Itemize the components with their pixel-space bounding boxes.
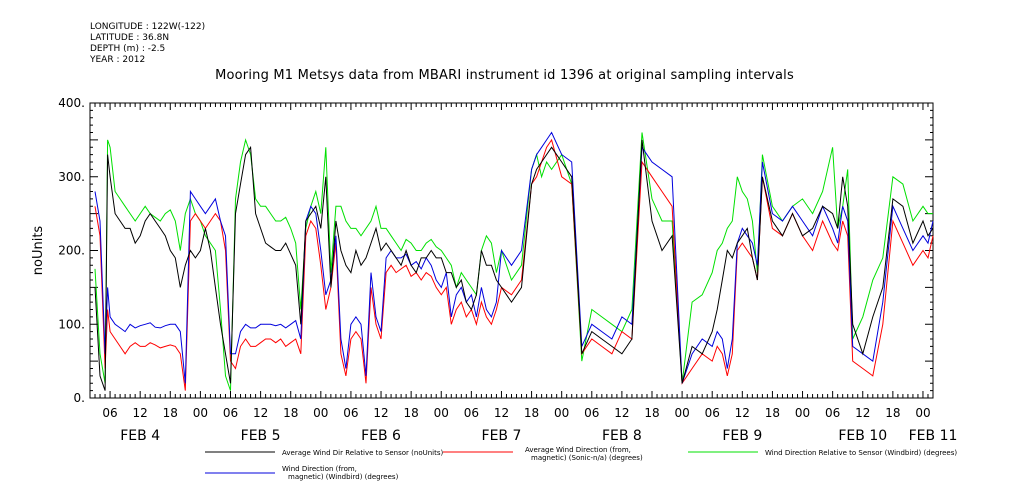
x-tick-label: 00: [193, 406, 208, 420]
x-tick-label: 06: [464, 406, 479, 420]
x-tick-label: 12: [735, 406, 750, 420]
legend-label: Wind Direction Relative to Sensor (Windb…: [765, 449, 957, 457]
metadata-block: LONGITUDE : 122W(-122) LATITUDE : 36.8N …: [90, 22, 205, 66]
x-tick-label: 12: [373, 406, 388, 420]
x-day-label: FEB 10: [838, 428, 887, 444]
x-tick-label: 18: [644, 406, 659, 420]
x-tick-label: 18: [524, 406, 539, 420]
x-day-label: FEB 6: [361, 428, 401, 444]
y-tick-label: 400.: [58, 96, 85, 110]
x-tick-label: 06: [705, 406, 720, 420]
series-line-1: [94, 138, 934, 391]
y-tick-label: 0.: [74, 391, 85, 405]
meta-year: YEAR : 2012: [90, 55, 146, 65]
x-day-label: FEB 9: [722, 428, 762, 444]
x-tick-label: 00: [674, 406, 689, 420]
x-day-label: FEB 8: [602, 428, 642, 444]
x-tick-label: 00: [313, 406, 328, 420]
y-tick-label: 300.: [58, 170, 85, 184]
y-tick-label: 200.: [58, 244, 85, 258]
legend-label: Wind Direction (from, magnetic) (Windbird…: [282, 465, 399, 481]
x-tick-label: 06: [223, 406, 238, 420]
x-tick-label: 18: [283, 406, 298, 420]
x-tick-label: 06: [584, 406, 599, 420]
x-tick-label: 18: [163, 406, 178, 420]
legend-label: Average Wind Dir Relative to Sensor (noU…: [282, 449, 443, 457]
x-tick-label: 18: [404, 406, 419, 420]
x-tick-label: 00: [434, 406, 449, 420]
x-day-label: FEB 7: [482, 428, 522, 444]
x-day-label: FEB 11: [909, 428, 958, 444]
x-tick-label: 00: [795, 406, 810, 420]
x-tick-label: 00: [915, 406, 930, 420]
x-tick-label: 18: [885, 406, 900, 420]
meta-longitude: LONGITUDE : 122W(-122): [90, 22, 206, 32]
plot-frame: [89, 102, 934, 399]
x-tick-label: 18: [765, 406, 780, 420]
x-tick-label: 00: [554, 406, 569, 420]
x-tick-label: 12: [614, 406, 629, 420]
x-tick-label: 12: [855, 406, 870, 420]
x-tick-label: 06: [102, 406, 117, 420]
meta-latitude: LATITUDE : 36.8N: [90, 33, 170, 43]
x-tick-label: 12: [253, 406, 268, 420]
x-tick-label: 06: [825, 406, 840, 420]
x-tick-label: 12: [133, 406, 148, 420]
x-day-label: FEB 4: [120, 428, 160, 444]
legend-label: Average Wind Direction (from, magnetic) (…: [525, 446, 643, 462]
chart-title: Mooring M1 Metsys data from MBARI instru…: [215, 68, 794, 83]
y-axis-label: noUnits: [31, 226, 46, 276]
meta-depth: DEPTH (m) : -2.5: [90, 44, 166, 54]
y-tick-label: 100.: [58, 317, 85, 331]
series-line-3: [94, 131, 934, 384]
series-line-0: [94, 139, 934, 391]
x-day-label: FEB 5: [241, 428, 281, 444]
x-tick-label: 06: [343, 406, 358, 420]
x-tick-label: 12: [494, 406, 509, 420]
series-line-2: [94, 132, 933, 391]
